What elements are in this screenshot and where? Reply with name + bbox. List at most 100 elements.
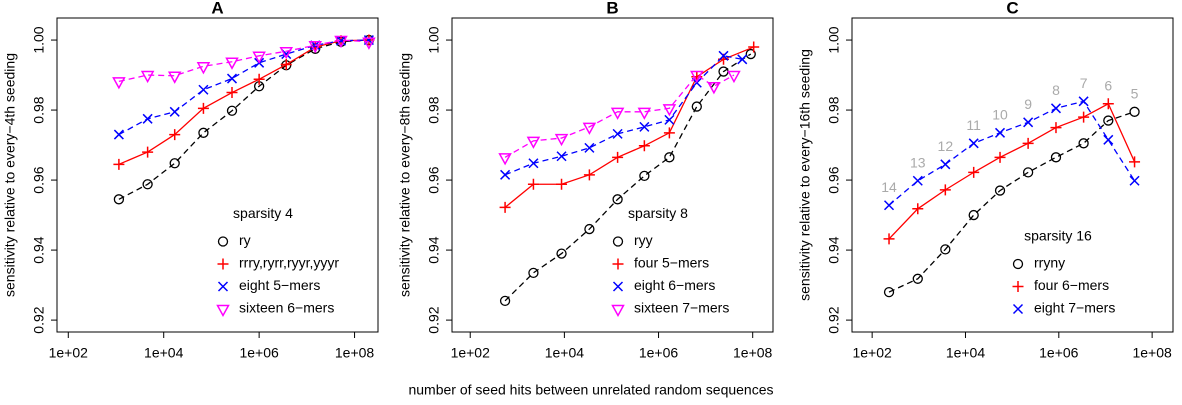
x-tick-label: 1e+06: [1039, 345, 1079, 361]
marker: [663, 127, 675, 139]
marker: [637, 107, 652, 120]
marker: [113, 158, 125, 170]
marker: [1078, 96, 1089, 107]
marker: [197, 102, 209, 114]
marker: [167, 71, 182, 84]
marker: [113, 129, 124, 140]
marker: [362, 37, 376, 50]
marker: [556, 248, 567, 259]
marker: [113, 194, 125, 205]
marker: [737, 54, 748, 65]
marker: [912, 175, 923, 186]
marker: [169, 129, 181, 141]
marker: [226, 105, 238, 116]
marker: [280, 59, 292, 71]
legend-marker: [611, 304, 625, 318]
point-label: 6: [1104, 77, 1112, 93]
marker: [638, 140, 650, 152]
marker: [253, 73, 265, 85]
legend-marker: [1012, 281, 1024, 292]
x-axis-label: number of seed hits between unrelated ra…: [408, 382, 773, 398]
marker: [1078, 138, 1089, 149]
x-tick-label: 1e+04: [144, 345, 184, 361]
y-tick-label: 0.98: [826, 96, 842, 123]
point-label: 13: [910, 154, 926, 170]
marker: [662, 104, 677, 117]
series-line: [118, 39, 369, 200]
marker: [883, 286, 895, 298]
legend-marker: [217, 258, 229, 270]
marker: [994, 127, 1006, 138]
marker: [994, 185, 1006, 196]
marker: [664, 114, 675, 125]
marker: [612, 194, 623, 205]
marker: [169, 106, 180, 117]
x-tick-label: 1e+08: [335, 345, 375, 361]
marker: [968, 209, 979, 221]
series-line: [888, 102, 1136, 240]
marker: [1129, 156, 1141, 168]
legend-marker: [217, 281, 229, 292]
marker: [664, 152, 675, 163]
series-line: [118, 39, 369, 82]
marker: [498, 153, 512, 166]
legend-label: sixteen 6−mers: [239, 300, 334, 316]
marker: [528, 158, 539, 169]
marker: [1022, 167, 1034, 178]
marker: [639, 170, 650, 182]
legend-label: eight 6−mers: [634, 277, 715, 293]
marker: [1129, 175, 1140, 186]
legend-label: eight 5−mers: [239, 277, 320, 293]
legend-marker: [1012, 303, 1024, 315]
marker: [196, 62, 211, 75]
y-tick-label: 0.96: [31, 166, 47, 193]
marker: [1050, 103, 1062, 114]
x-tick-label: 1e+06: [639, 345, 679, 361]
marker: [527, 178, 539, 190]
y-tick-label: 0.92: [426, 306, 442, 333]
panel-title: A: [211, 0, 223, 17]
marker: [499, 201, 511, 213]
marker: [584, 142, 595, 153]
y-tick-label: 0.92: [826, 306, 842, 333]
y-tick-label: 0.94: [31, 236, 47, 263]
legend-label: four 5−mers: [634, 255, 709, 271]
point-label: 5: [1131, 86, 1139, 102]
legend-title: sparsity 16: [1024, 228, 1092, 244]
marker: [912, 203, 924, 215]
marker: [142, 146, 154, 158]
marker: [1103, 134, 1114, 145]
marker: [1023, 117, 1034, 128]
marker: [612, 128, 623, 139]
marker: [1022, 137, 1034, 149]
y-tick-label: 0.94: [826, 236, 842, 263]
y-tick-label: 0.98: [426, 96, 442, 123]
legend-label: rryny: [1034, 255, 1065, 271]
legend-label: eight 7−mers: [1034, 300, 1115, 316]
marker: [140, 70, 155, 84]
marker: [334, 35, 348, 49]
marker: [883, 200, 895, 211]
marker: [225, 57, 239, 70]
marker: [556, 151, 567, 162]
marker: [554, 133, 569, 147]
y-tick-label: 0.94: [426, 236, 442, 263]
panel-title: C: [1006, 0, 1018, 17]
series-line: [888, 100, 1136, 206]
marker: [526, 136, 541, 149]
marker: [883, 233, 895, 245]
point-label: 9: [1024, 96, 1032, 112]
series-line: [888, 111, 1135, 293]
series-line: [504, 53, 752, 302]
marker: [252, 51, 266, 64]
marker: [1129, 106, 1140, 117]
marker: [198, 127, 209, 138]
legend-marker: [612, 258, 624, 270]
point-label: 11: [966, 117, 981, 133]
marker: [1103, 115, 1114, 126]
marker: [226, 87, 238, 99]
marker: [612, 151, 624, 163]
marker: [583, 169, 595, 181]
